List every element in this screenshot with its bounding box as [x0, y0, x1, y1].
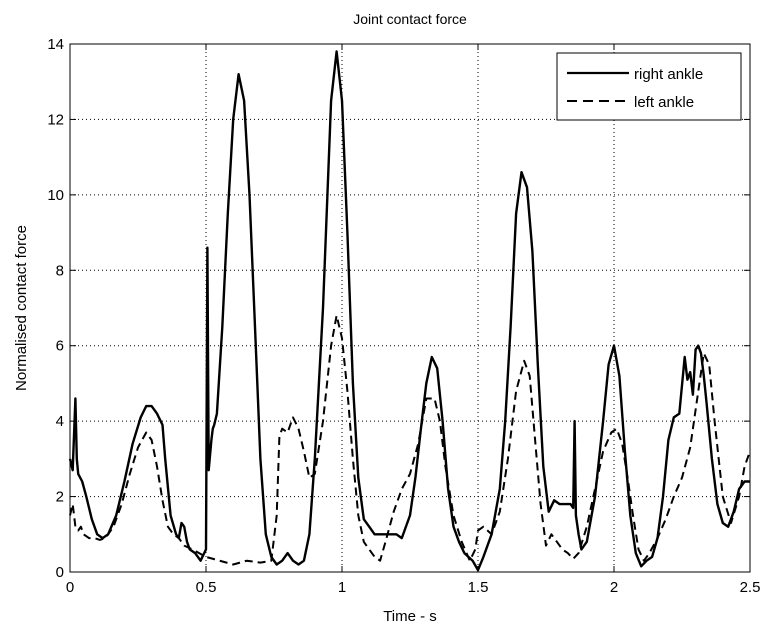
y-axis-label: Normalised contact force	[13, 225, 30, 391]
x-tick-labels: 0 0.5 1 1.5 2 2.5	[66, 579, 761, 596]
x-tick-label: 2	[610, 579, 618, 596]
x-tick-label: 1.5	[468, 579, 489, 596]
x-tick-label: 0.5	[196, 579, 217, 596]
y-tick-labels: 0 2 4 6 8 10 12 14	[47, 36, 64, 581]
x-tick-label: 2.5	[740, 579, 761, 596]
series-lines	[68, 50, 751, 572]
legend-label-left-ankle: left ankle	[634, 94, 694, 111]
chart-title: Joint contact force	[353, 11, 467, 27]
y-tick-label: 12	[47, 111, 64, 128]
y-tick-label: 10	[47, 187, 64, 204]
y-tick-label: 4	[56, 413, 64, 430]
x-axis-label: Time - s	[383, 608, 437, 625]
y-tick-label: 14	[47, 36, 64, 53]
grid	[70, 44, 750, 572]
y-tick-label: 0	[56, 564, 64, 581]
series-line-right-ankle	[68, 50, 750, 572]
series-line-left-ankle	[69, 314, 751, 566]
y-tick-label: 2	[56, 489, 64, 506]
legend-box	[556, 52, 742, 121]
legend-label-right-ankle: right ankle	[634, 66, 703, 83]
legend: right ankle left ankle	[556, 52, 742, 121]
x-tick-label: 0	[66, 579, 74, 596]
y-tick-label: 6	[56, 338, 64, 355]
y-tick-label: 8	[56, 262, 64, 279]
plot-frame	[69, 43, 751, 573]
x-tick-label: 1	[338, 579, 346, 596]
